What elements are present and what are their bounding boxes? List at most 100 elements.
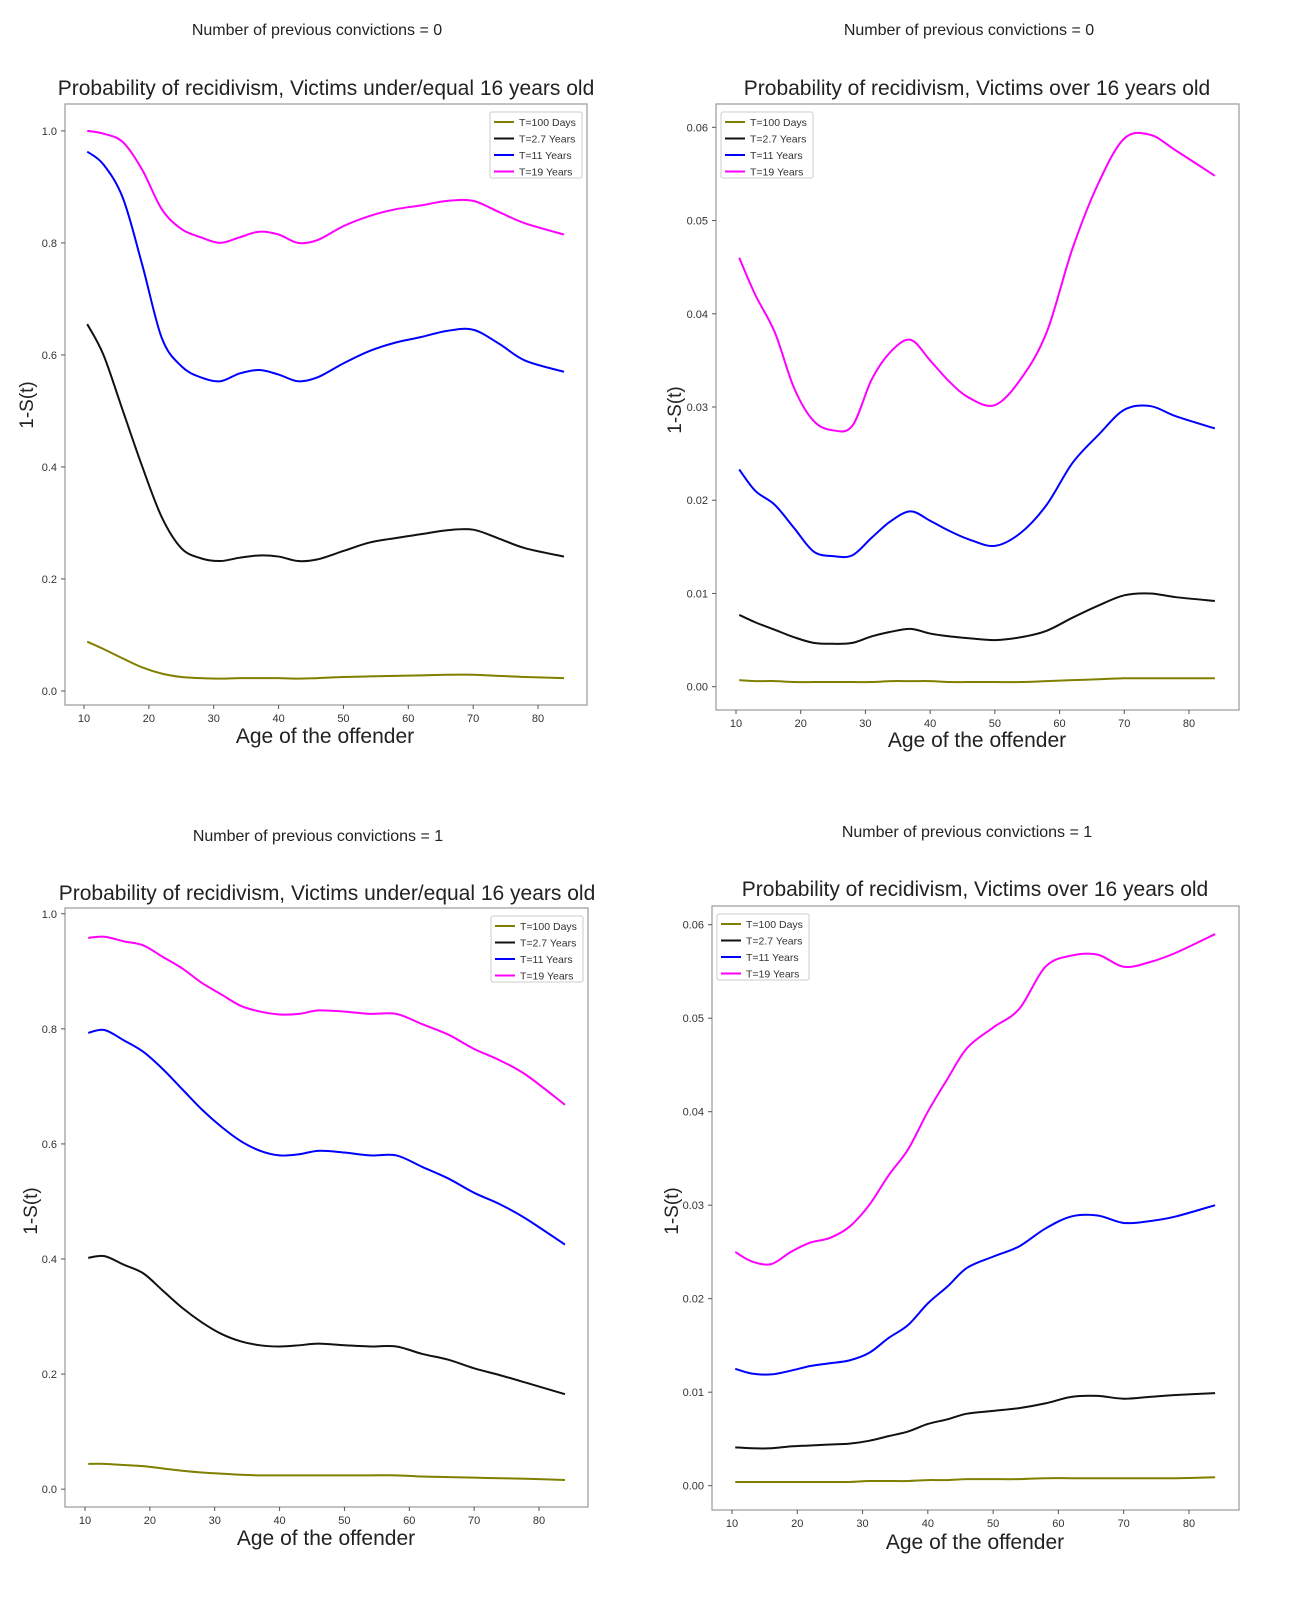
series-line-t-11-years [738, 404, 1216, 559]
series-line-t-2-7-years [86, 323, 565, 563]
y-tick-label: 0.4 [42, 1254, 57, 1266]
series-line-t-100-days [735, 1476, 1216, 1484]
legend-frame [716, 913, 810, 981]
y-tick-label: 0.03 [687, 402, 708, 414]
y-axis-label: 1-S(t) [21, 1187, 42, 1235]
x-tick-label: 80 [533, 1515, 545, 1527]
y-tick-label: 0.04 [687, 309, 708, 321]
suptitle: Number of previous convictions = 0 [191, 22, 443, 39]
x-tick-label: 70 [1118, 718, 1130, 730]
legend-entry: T=100 Days [746, 919, 803, 931]
subplot-4: 10 20 30 40 50 60 70 80 0.00 0.01 0.02 0.03 0.04 0.05… [683, 905, 1240, 1530]
x-axis-label: Age of the offender [236, 1527, 416, 1550]
y-tick-label: 0.00 [687, 682, 708, 694]
x-tick-label: 50 [338, 1515, 350, 1527]
y-tick-label: 0.8 [42, 238, 57, 250]
y-tick-label: 0.01 [683, 1387, 704, 1399]
legend-entry: T=2.7 Years [746, 936, 802, 948]
legend-entry: T=100 Days [520, 921, 577, 933]
x-tick-label: 40 [922, 1518, 934, 1530]
x-tick-label: 30 [856, 1518, 868, 1530]
chart-title: Probability of recidivism, Victims under… [58, 882, 596, 905]
legend-entry: T=19 Years [520, 971, 573, 983]
x-axis-label: Age of the offender [885, 1531, 1065, 1554]
chart-title: Probability of recidivism, Victims over … [741, 878, 1209, 901]
y-tick-label: 0.05 [687, 216, 708, 228]
x-tick-label: 10 [79, 1515, 91, 1527]
series-line-t-100-days [739, 677, 1215, 684]
x-tick-label: 80 [1183, 1518, 1195, 1530]
axes-frame [64, 907, 589, 1508]
axes-frame [711, 905, 1240, 1511]
legend-entry: T=11 Years [746, 952, 799, 964]
y-tick-label: 0.0 [42, 1484, 57, 1496]
x-tick-label: 70 [468, 1515, 480, 1527]
chart-title: Probability of recidivism, Victims under… [57, 77, 595, 100]
x-tick-label: 70 [467, 713, 479, 725]
y-tick-label: 0.02 [687, 495, 708, 507]
y-tick-label: 0.01 [687, 588, 708, 600]
y-tick-label: 0.4 [42, 462, 57, 474]
axes-frame [64, 103, 588, 706]
y-tick-label: 0.6 [42, 350, 57, 362]
series-line-t-100-days [88, 1462, 566, 1481]
legend: T=100 Days T=2.7 Years T=11 Years T=19 Year… [489, 111, 583, 179]
series-line-t-100-days [86, 640, 565, 680]
y-tick-label: 0.0 [42, 686, 57, 698]
y-tick-label: 0.06 [683, 920, 704, 932]
legend-entry: T=19 Years [746, 969, 799, 981]
legend-frame [489, 111, 583, 179]
x-tick-label: 20 [791, 1518, 803, 1530]
legend: T=100 Days T=2.7 Years T=11 Years T=19 Year… [716, 913, 810, 981]
legend-frame [720, 111, 814, 179]
x-tick-label: 40 [273, 1515, 285, 1527]
series-line-t-2-7-years [735, 1392, 1216, 1450]
x-tick-label: 60 [403, 1515, 415, 1527]
x-axis-label: Age of the offender [235, 725, 415, 748]
y-tick-label: 0.2 [42, 1369, 57, 1381]
suptitle: Number of previous convictions = 1 [841, 824, 1093, 841]
x-tick-label: 10 [726, 1518, 738, 1530]
y-tick-label: 0.6 [42, 1139, 57, 1151]
x-tick-label: 80 [532, 713, 544, 725]
y-tick-label: 0.04 [683, 1107, 704, 1119]
series-line-t-19-years [87, 129, 565, 245]
axes-frame [715, 103, 1240, 711]
series-line-t-19-years [734, 933, 1216, 1266]
x-tick-label: 30 [209, 1515, 221, 1527]
series-line-t-11-years [734, 1204, 1216, 1376]
series-line-t-19-years [738, 131, 1216, 433]
x-tick-label: 40 [924, 718, 936, 730]
y-tick-label: 0.05 [683, 1013, 704, 1025]
y-tick-label: 0.03 [683, 1200, 704, 1212]
x-tick-label: 60 [402, 713, 414, 725]
subplot-3: 10 20 30 40 50 60 70 80 0.0 0.2 0.4 0.6 0.8 1.0 T=100 … [42, 907, 589, 1527]
y-axis-label: 1-S(t) [665, 386, 686, 434]
legend: T=100 Days T=2.7 Years T=11 Years T=19 Year… [720, 111, 814, 179]
legend-entry: T=11 Years [750, 150, 803, 162]
y-tick-label: 1.0 [42, 126, 57, 138]
x-tick-label: 20 [143, 713, 155, 725]
y-tick-label: 0.02 [683, 1294, 704, 1306]
series-line-t-11-years [87, 1028, 566, 1246]
legend-entry: T=2.7 Years [519, 134, 575, 146]
legend-entry: T=100 Days [519, 117, 576, 129]
subplot-1: 10 20 30 40 50 60 70 80 0.0 0.2 0.4 0.6 0.8 1.0 T=100 … [42, 103, 588, 725]
y-axis-label: 1-S(t) [17, 381, 38, 429]
x-tick-label: 20 [144, 1515, 156, 1527]
y-tick-label: 0.2 [42, 574, 57, 586]
suptitle: Number of previous convictions = 1 [192, 828, 444, 845]
legend-frame [490, 915, 584, 983]
y-tick-label: 0.8 [42, 1024, 57, 1036]
series-line-t-2-7-years [738, 592, 1215, 645]
x-tick-label: 50 [989, 718, 1001, 730]
x-tick-label: 10 [730, 718, 742, 730]
x-tick-label: 40 [272, 713, 284, 725]
x-tick-label: 10 [78, 713, 90, 725]
x-tick-label: 80 [1183, 718, 1195, 730]
legend: T=100 Days T=2.7 Years T=11 Years T=19 Year… [490, 915, 584, 983]
legend-entry: T=100 Days [750, 117, 807, 129]
x-tick-label: 20 [795, 718, 807, 730]
series-line-t-11-years [86, 150, 565, 383]
